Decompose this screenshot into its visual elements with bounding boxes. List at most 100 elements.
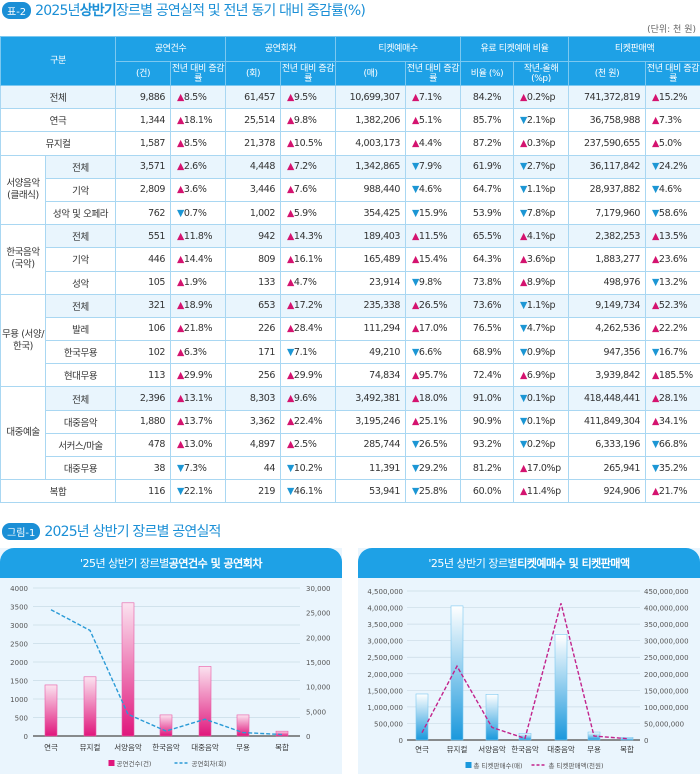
change-value: 1.1%p bbox=[526, 184, 556, 196]
header-group: 유료 티켓예매 비율 bbox=[460, 36, 570, 62]
up-arrow-icon: ▲ bbox=[412, 114, 419, 126]
down-arrow-icon: ▼ bbox=[412, 439, 419, 451]
value-cell: 947,356 bbox=[568, 340, 647, 365]
value-cell: 762 bbox=[115, 200, 172, 226]
value-cell: 105 bbox=[115, 270, 172, 295]
change-cell: ▲28.4% bbox=[280, 316, 337, 342]
change-cell: ▲8.5% bbox=[170, 84, 227, 110]
change-value: 28.1% bbox=[658, 393, 688, 405]
value-cell: 106 bbox=[115, 316, 172, 342]
unit-label: (단위: 천 원) bbox=[647, 25, 696, 35]
y-right-tick-label: 25,000 bbox=[306, 610, 331, 618]
value-cell: 73.8% bbox=[460, 270, 515, 295]
table-row: 서양음악 (클래식) 전체 3,571 ▲2.6% 4,448 ▲7.2% 1,342,86… bbox=[0, 154, 700, 226]
header-sub: (건) bbox=[115, 61, 172, 86]
value-cell: 21,378 bbox=[225, 131, 282, 156]
y-right-tick-label: 20,000 bbox=[306, 634, 331, 642]
category-label: 한국음악 bbox=[511, 744, 539, 754]
value-cell: 116 bbox=[115, 479, 172, 504]
table-row: 성악 105 ▲1.9% 133 ▲4.7% 23,914 ▼9.8% 73.8% ▲8.9%p… bbox=[1, 270, 700, 295]
change-value: 7.3% bbox=[658, 114, 682, 126]
table-row: 대중무용 38 ▼7.3% 44 ▼10.2% 11,391 ▼29.2% 81.2% ▲17.… bbox=[1, 455, 700, 481]
change-cell: ▲9.8% bbox=[280, 108, 337, 133]
bar bbox=[44, 684, 58, 737]
change-cell: ▼7.8%p bbox=[513, 200, 570, 226]
chart-title-bold: 티켓예매수 및 티켓판매액 bbox=[517, 557, 630, 570]
up-arrow-icon: ▲ bbox=[287, 91, 294, 103]
change-cell: ▲13.5% bbox=[645, 224, 700, 249]
value-cell: 73.6% bbox=[460, 293, 515, 318]
y-left-tick-label: 2500 bbox=[10, 641, 28, 649]
title-bold: 상반기 bbox=[79, 3, 117, 19]
up-arrow-icon: ▲ bbox=[652, 416, 659, 428]
up-arrow-icon: ▲ bbox=[287, 230, 294, 242]
change-cell: ▲2.6% bbox=[170, 154, 227, 179]
change-value: 16.7% bbox=[658, 346, 688, 358]
up-arrow-icon: ▲ bbox=[287, 184, 294, 196]
up-arrow-icon: ▲ bbox=[177, 439, 184, 451]
value-cell: 189,403 bbox=[335, 224, 407, 249]
change-value: 13.2% bbox=[658, 277, 688, 289]
group-label: 대중예술 bbox=[0, 386, 46, 481]
figure-title: 그림-1 2025년 상반기 장르별 공연실적 bbox=[2, 521, 221, 541]
change-cell: ▼0.9%p bbox=[513, 340, 570, 365]
change-value: 4.7%p bbox=[526, 323, 556, 335]
value-cell: 53.9% bbox=[460, 200, 515, 226]
down-arrow-icon: ▼ bbox=[412, 161, 419, 173]
up-arrow-icon: ▲ bbox=[412, 253, 419, 265]
change-value: 13.5% bbox=[658, 230, 688, 242]
value-cell: 36,117,842 bbox=[568, 154, 647, 179]
change-value: 15.9% bbox=[418, 207, 448, 219]
change-cell: ▲15.2% bbox=[645, 84, 700, 110]
category-label: 무용 bbox=[587, 745, 601, 754]
down-arrow-icon: ▼ bbox=[652, 462, 659, 474]
value-cell: 81.2% bbox=[460, 455, 515, 481]
y-left-tick-label: 3,000,000 bbox=[367, 638, 403, 646]
row-label: 전체 bbox=[44, 293, 117, 318]
table-row: 기악 446 ▲14.4% 809 ▲16.1% 165,489 ▲15.4% 64.3% ▲3… bbox=[1, 247, 700, 272]
change-value: 22.2% bbox=[658, 323, 688, 335]
header-group: 공연회차 bbox=[225, 36, 337, 62]
change-value: 13.0% bbox=[183, 439, 213, 451]
change-cell: ▲185.5% bbox=[645, 363, 700, 388]
up-arrow-icon: ▲ bbox=[652, 300, 659, 312]
value-cell: 237,590,655 bbox=[568, 131, 647, 156]
header-sub: (회) bbox=[225, 61, 282, 86]
change-value: 29.9% bbox=[293, 369, 323, 381]
y-left-tick-label: 2000 bbox=[10, 659, 28, 667]
change-cell: ▲13.7% bbox=[170, 409, 227, 434]
category-label: 연극 bbox=[415, 745, 429, 754]
down-arrow-icon: ▼ bbox=[287, 485, 294, 497]
y-right-tick-label: 300,000,000 bbox=[644, 638, 689, 646]
change-cell: ▲29.9% bbox=[280, 363, 337, 388]
change-value: 14.3% bbox=[293, 230, 323, 242]
y-left-tick-label: 3,500,000 bbox=[367, 621, 403, 629]
change-value: 11.5% bbox=[418, 230, 448, 242]
change-value: 11.4%p bbox=[526, 485, 561, 497]
value-cell: 4,262,536 bbox=[568, 316, 647, 342]
change-value: 0.9%p bbox=[526, 346, 556, 358]
y-right-tick-label: 100,000,000 bbox=[644, 704, 689, 712]
up-arrow-icon: ▲ bbox=[287, 253, 294, 265]
y-right-tick-label: 5,000 bbox=[306, 708, 326, 716]
change-value: 26.5% bbox=[418, 300, 448, 312]
up-arrow-icon: ▲ bbox=[287, 416, 294, 428]
y-left-tick-label: 2,500,000 bbox=[367, 654, 403, 662]
change-cell: ▼0.2%p bbox=[513, 432, 570, 458]
y-right-tick-label: 450,000,000 bbox=[644, 588, 689, 596]
change-value: 4.4% bbox=[418, 137, 442, 149]
change-value: 8.9%p bbox=[526, 277, 556, 289]
legend-label: 총 티켓판매수(매) bbox=[474, 761, 523, 770]
value-cell: 6,333,196 bbox=[568, 432, 647, 458]
value-cell: 61,457 bbox=[225, 84, 282, 110]
change-cell: ▼1.1%p bbox=[513, 293, 570, 318]
down-arrow-icon: ▼ bbox=[652, 184, 659, 196]
group-label: 서양음악 (클래식) bbox=[0, 154, 46, 226]
change-cell: ▲7.1% bbox=[405, 84, 462, 110]
down-arrow-icon: ▼ bbox=[412, 346, 419, 358]
table-row: 뮤지컬 1,587 ▲8.5% 21,378 ▲10.5% 4,003,173 ▲4.4% 8… bbox=[0, 131, 700, 156]
up-arrow-icon: ▲ bbox=[412, 137, 419, 149]
change-value: 2.5% bbox=[293, 439, 317, 451]
up-arrow-icon: ▲ bbox=[520, 253, 527, 265]
y-right-tick-label: 30,000 bbox=[306, 585, 331, 593]
